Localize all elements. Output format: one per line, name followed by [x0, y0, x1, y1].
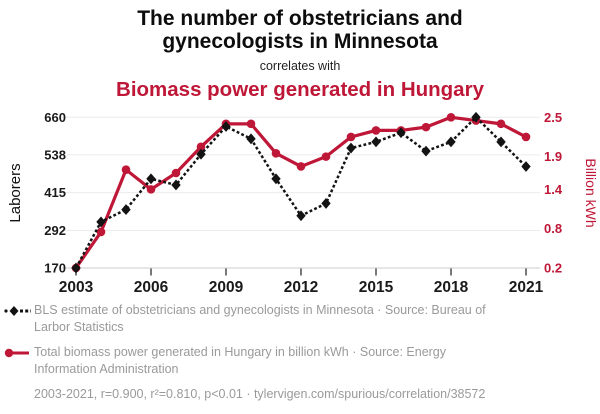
svg-text:2009: 2009: [209, 279, 244, 296]
legend-item-biomass: Total biomass power generated in Hungary…: [4, 344, 596, 378]
black-diamond-dotted-line-icon: [4, 306, 31, 316]
svg-text:2012: 2012: [284, 279, 318, 296]
svg-text:538: 538: [44, 147, 66, 162]
svg-text:0.8: 0.8: [544, 221, 562, 236]
right-axis-title: Billion kWh: [583, 158, 599, 227]
svg-text:292: 292: [44, 223, 66, 238]
svg-text:1.4: 1.4: [544, 182, 563, 197]
svg-text:170: 170: [44, 261, 66, 276]
series-obgyn: [71, 111, 531, 274]
right-tick-labels: 0.2 0.8 1.4 1.9 2.5: [544, 110, 563, 276]
correlates-with-label: correlates with: [259, 59, 341, 73]
legend-item-obgyn: BLS estimate of obstetricians and gyneco…: [4, 302, 596, 336]
series-biomass: [71, 113, 531, 273]
svg-text:2018: 2018: [434, 279, 469, 296]
svg-text:1.9: 1.9: [544, 149, 562, 164]
chart-title-line-2: gynecologists in Minnesota: [162, 30, 438, 53]
chart-title-line-1: The number of obstetricians and: [137, 7, 463, 30]
svg-text:2006: 2006: [134, 279, 169, 296]
svg-text:2.5: 2.5: [544, 110, 562, 125]
legend-text-obgyn: BLS estimate of obstetricians and gyneco…: [34, 303, 486, 334]
svg-text:0.2: 0.2: [544, 261, 562, 276]
svg-text:2003: 2003: [59, 279, 94, 296]
chart-header: The number of obstetricians and gynecolo…: [0, 7, 600, 102]
svg-text:415: 415: [44, 185, 66, 200]
legend: BLS estimate of obstetricians and gyneco…: [4, 302, 596, 403]
chart-subtitle: Biomass power generated in Hungary: [116, 78, 484, 101]
legend-text-biomass: Total biomass power generated in Hungary…: [34, 345, 447, 376]
left-tick-labels: 170 292 415 538 660: [44, 110, 66, 276]
svg-text:2021: 2021: [509, 279, 544, 296]
x-axis-ticks: 2003 2006 2009 2012 2015 2018 2021: [59, 268, 544, 296]
svg-text:660: 660: [44, 110, 66, 125]
correlation-footer: 2003-2021, r=0.900, r²=0.810, p<0.01 · t…: [34, 387, 486, 401]
left-axis-title: Laborers: [7, 163, 24, 222]
red-circle-solid-line-icon: [4, 348, 29, 358]
svg-text:2015: 2015: [359, 279, 394, 296]
gridlines: [62, 116, 540, 269]
